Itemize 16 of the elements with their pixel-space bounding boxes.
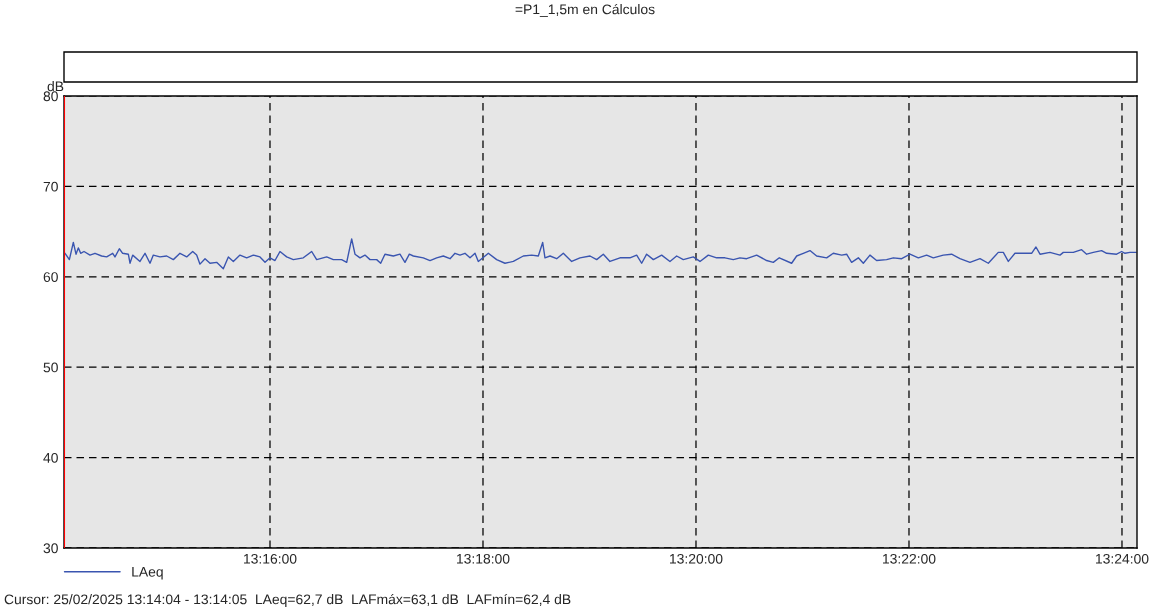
y-tick-label: 60 [43,272,58,282]
y-tick-label: 80 [43,91,58,102]
chart-title: =P1_1,5m en Cálculos [515,3,655,17]
x-tick-label: 13:20:00 [670,553,723,564]
x-tick-label: 13:22:00 [883,553,936,564]
line-series [64,238,1137,270]
y-tick-label: 70 [43,181,58,192]
y-axis-title: dB [47,81,64,92]
legend-label: LAeq [132,567,163,580]
y-tick-label: 50 [43,362,58,373]
x-tick-label: 13:16:00 [244,553,297,564]
x-tick-label: 13:18:00 [457,553,510,564]
text: Cursor: 25/02/2025 13:14:04 - 13:14:05 LAeq=62,7 dB LAFmáx=63,1 dB LAFmín=62,4 dB [4,593,571,607]
y-tick-label: 30 [43,543,58,554]
y-tick-label: 40 [43,452,58,463]
x-tick-label: 13:24:00 [1096,553,1149,564]
